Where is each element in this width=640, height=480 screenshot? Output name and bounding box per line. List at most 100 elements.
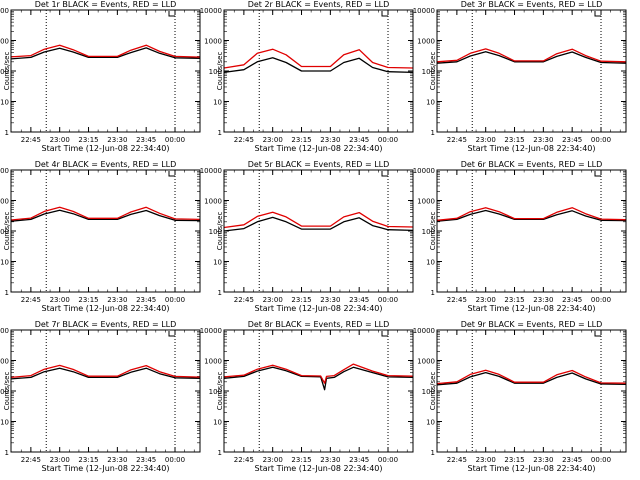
- y-tick-label: 1: [431, 289, 435, 297]
- x-axis-label: Start Time (12-Jun-08 22:34:40): [42, 464, 170, 473]
- y-tick-label: 1: [5, 129, 9, 137]
- lld-series-line: [436, 207, 627, 221]
- y-axis-label: Counts/sec: [429, 372, 437, 411]
- lld-series-line: [436, 48, 627, 63]
- y-tick-label: 10000: [0, 7, 9, 15]
- y-tick-label: 1: [431, 449, 435, 457]
- y-axis-label: Counts/sec: [429, 52, 437, 91]
- x-tick-label: 23:00: [476, 136, 496, 144]
- y-axis-label: Counts/sec: [216, 212, 224, 251]
- y-tick-label: 10000: [0, 167, 9, 175]
- x-tick-label: 00:00: [378, 456, 398, 464]
- x-tick-label: 23:15: [291, 136, 311, 144]
- y-tick-label: 10000: [413, 7, 435, 15]
- x-tick-label: 23:00: [263, 296, 283, 304]
- subplot-det-3: Det 3r BLACK = Events, RED = LLD Counts/s…: [413, 0, 627, 153]
- y-axis-label: Counts/sec: [3, 372, 11, 411]
- x-tick-label: 00:00: [591, 136, 611, 144]
- x-tick-label: 23:15: [504, 456, 524, 464]
- x-tick-label: 23:30: [320, 136, 340, 144]
- y-tick-label: 10000: [413, 167, 435, 175]
- x-axis-label: Start Time (12-Jun-08 22:34:40): [468, 144, 596, 153]
- y-tick-label: 10: [426, 419, 435, 427]
- subplot-det-2: Det 2r BLACK = Events, RED = LLD Counts/s…: [200, 0, 414, 153]
- x-tick-label: 23:00: [50, 456, 70, 464]
- x-tick-label: 22:45: [447, 296, 467, 304]
- x-tick-label: 23:30: [533, 136, 553, 144]
- lld-series-line: [223, 48, 414, 69]
- corner-marker: [381, 331, 388, 337]
- x-tick-label: 23:15: [78, 456, 98, 464]
- x-tick-label: 23:15: [504, 296, 524, 304]
- x-tick-label: 23:00: [263, 136, 283, 144]
- x-tick-label: 23:15: [504, 136, 524, 144]
- x-tick-label: 23:30: [107, 296, 127, 304]
- subplot-title: Det 7r BLACK = Events, RED = LLD: [35, 320, 177, 329]
- subplot-title: Det 6r BLACK = Events, RED = LLD: [461, 160, 603, 169]
- x-axis-label: Start Time (12-Jun-08 22:34:40): [255, 304, 383, 313]
- y-tick-label: 10000: [0, 327, 9, 335]
- subplot-title: Det 8r BLACK = Events, RED = LLD: [248, 320, 390, 329]
- x-tick-label: 23:45: [349, 456, 369, 464]
- corner-marker: [594, 171, 601, 177]
- x-tick-label: 00:00: [378, 136, 398, 144]
- events-series-line: [223, 57, 414, 74]
- events-series-line: [10, 367, 201, 380]
- corner-marker: [168, 171, 175, 177]
- events-series-line: [436, 371, 627, 386]
- subplot-det-4: Det 4r BLACK = Events, RED = LLD Counts/s…: [0, 160, 201, 313]
- y-tick-label: 10: [426, 99, 435, 107]
- plot-frame: [223, 9, 414, 133]
- plot-frame: [10, 169, 201, 293]
- y-tick-label: 10: [426, 259, 435, 267]
- x-tick-label: 23:45: [136, 136, 156, 144]
- plot-frame: [223, 169, 414, 293]
- plot-frame: [436, 169, 627, 293]
- plot-frame: [10, 329, 201, 453]
- y-tick-label: 100: [422, 388, 435, 396]
- subplot-title: Det 1r BLACK = Events, RED = LLD: [35, 0, 177, 9]
- y-tick-label: 100: [0, 388, 9, 396]
- y-tick-label: 10000: [200, 7, 222, 15]
- y-tick-label: 100: [209, 388, 222, 396]
- x-axis-label: Start Time (12-Jun-08 22:34:40): [468, 464, 596, 473]
- y-tick-label: 1: [5, 449, 9, 457]
- events-series-line: [10, 47, 201, 60]
- y-tick-label: 1000: [417, 358, 435, 366]
- x-tick-label: 22:45: [21, 296, 41, 304]
- lld-series-line: [10, 206, 201, 221]
- x-tick-label: 23:45: [136, 456, 156, 464]
- y-axis-label: Counts/sec: [429, 212, 437, 251]
- subplot-det-6: Det 6r BLACK = Events, RED = LLD Counts/s…: [413, 160, 627, 313]
- subplot-title: Det 4r BLACK = Events, RED = LLD: [35, 160, 177, 169]
- y-tick-label: 10000: [413, 327, 435, 335]
- subplot-title: Det 2r BLACK = Events, RED = LLD: [248, 0, 390, 9]
- y-tick-label: 100: [209, 228, 222, 236]
- x-tick-label: 22:45: [234, 456, 254, 464]
- corner-marker: [594, 331, 601, 337]
- x-tick-label: 23:45: [136, 296, 156, 304]
- subplot-det-9: Det 9r BLACK = Events, RED = LLD Counts/s…: [413, 320, 627, 473]
- lld-series-line: [223, 211, 414, 229]
- x-tick-label: 00:00: [165, 296, 185, 304]
- subplot-det-8: Det 8r BLACK = Events, RED = LLD Counts/s…: [200, 320, 414, 473]
- x-tick-label: 23:00: [50, 136, 70, 144]
- y-tick-label: 1000: [417, 38, 435, 46]
- x-axis-label: Start Time (12-Jun-08 22:34:40): [255, 144, 383, 153]
- events-series-line: [436, 51, 627, 64]
- y-tick-label: 1000: [417, 198, 435, 206]
- y-tick-label: 1: [431, 129, 435, 137]
- corner-marker: [381, 11, 388, 17]
- subplot-title: Det 3r BLACK = Events, RED = LLD: [461, 0, 603, 9]
- x-tick-label: 23:15: [291, 296, 311, 304]
- y-tick-label: 10: [0, 99, 9, 107]
- x-tick-label: 23:30: [107, 456, 127, 464]
- y-tick-label: 100: [0, 228, 9, 236]
- x-tick-label: 22:45: [21, 456, 41, 464]
- x-tick-label: 23:00: [50, 296, 70, 304]
- x-tick-label: 00:00: [165, 136, 185, 144]
- y-tick-label: 10000: [200, 327, 222, 335]
- x-tick-label: 23:15: [78, 296, 98, 304]
- plot-frame: [10, 9, 201, 133]
- y-tick-label: 100: [209, 68, 222, 76]
